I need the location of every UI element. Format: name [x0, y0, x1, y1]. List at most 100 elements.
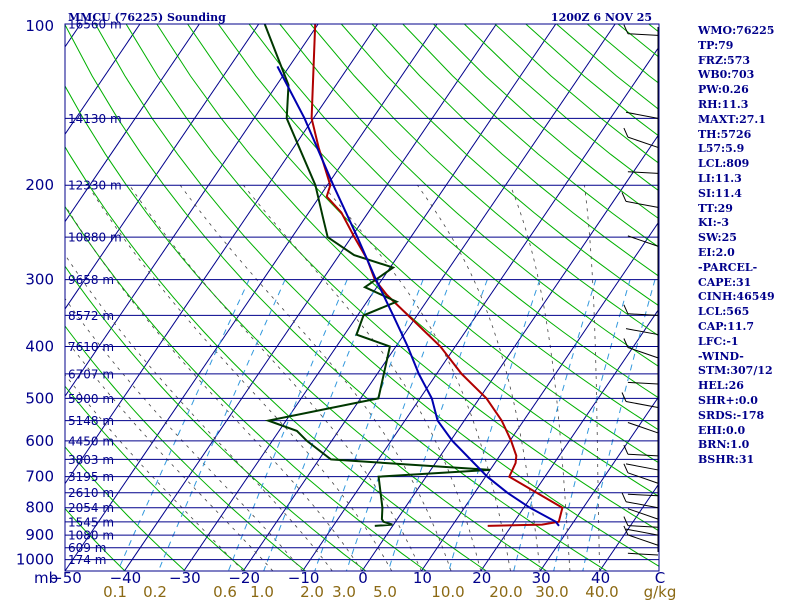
mixing-ratio-label: 20.0	[489, 583, 522, 600]
wind-barb-flag	[623, 304, 629, 315]
index-item: MAXT:27.1	[698, 112, 766, 126]
wind-barb	[625, 111, 659, 119]
chart-datetime: 1200Z 6 NOV 25	[551, 11, 652, 24]
temperature-tick-label: −50	[50, 569, 82, 587]
dry-adiabat	[65, 446, 186, 571]
chart-title: MMCU (76225) Sounding	[68, 11, 226, 24]
mixing-ratio-label: 1.0	[250, 583, 274, 600]
wind-barb	[627, 381, 659, 385]
wind-barb-flag	[623, 516, 629, 526]
dry-adiabat	[187, 24, 659, 464]
index-item: EI:2.0	[698, 245, 735, 259]
pressure-tick-label: 200	[25, 176, 54, 194]
height-label: 3195 m	[68, 470, 114, 484]
mixing-ratio-label: 30.0	[535, 583, 568, 600]
height-label: 1080 m	[68, 529, 114, 543]
index-item: FRZ:573	[698, 53, 751, 67]
wind-barb	[627, 508, 659, 520]
pressure-tick-label: 400	[25, 338, 54, 356]
index-item: SI:11.4	[698, 186, 742, 200]
height-label: 6707 m	[68, 367, 114, 381]
mixing-ratio-label: 5.0	[373, 583, 397, 600]
pressure-tick-label: 600	[25, 432, 54, 450]
pressure-tick-label: 800	[25, 499, 54, 517]
mixing-ratio-line	[513, 279, 597, 571]
mixing-ratio-label: g/kg	[644, 583, 677, 600]
index-item: CAPE:31	[698, 275, 752, 289]
height-label: 609 m	[68, 541, 106, 555]
mixing-ratio-line	[345, 279, 452, 571]
height-label: 16560 m	[68, 18, 122, 32]
wind-barb-flag	[621, 392, 627, 402]
index-item: -WIND-	[698, 349, 744, 363]
mixing-ratio-label: 40.0	[585, 583, 618, 600]
wind-barb-flag	[621, 192, 627, 202]
wind-barb	[627, 493, 659, 497]
wind-barb	[627, 136, 659, 148]
wind-barb	[627, 313, 659, 316]
pressure-tick-label: 300	[25, 271, 54, 289]
moist-adiabat	[65, 254, 333, 571]
mixing-ratio-line	[314, 279, 424, 571]
wind-barb	[627, 534, 659, 546]
mixing-ratio-label: 10.0	[431, 583, 464, 600]
isotherm-line	[65, 24, 141, 136]
height-label: 5148 m	[68, 414, 114, 428]
isotherm-line	[242, 24, 616, 571]
wind-barb	[627, 525, 659, 528]
temperature-tick-label: −20	[228, 569, 260, 587]
temperature-profile	[310, 24, 564, 527]
wind-barb	[627, 171, 659, 174]
mixing-ratio-label: 0.6	[213, 583, 237, 600]
dry-adiabat	[65, 205, 427, 571]
chart-grid	[65, 24, 659, 571]
moist-adiabat	[65, 204, 363, 571]
mixing-ratio-line	[157, 279, 286, 571]
dry-adiabat	[402, 24, 659, 248]
wind-barb	[625, 501, 659, 509]
wind-barb	[627, 422, 659, 434]
stability-indices-list: WMO:76225 TP:79 FRZ:573 WB0:703 PW:0.26 RH:11…	[698, 24, 798, 468]
temperature-tick-label: C	[655, 569, 665, 587]
isotherm-line	[302, 45, 659, 571]
index-item: BRN:1.0	[698, 438, 750, 452]
wind-barb	[627, 552, 659, 556]
wind-barb-flag	[623, 444, 629, 455]
index-item: LCL:809	[698, 157, 750, 171]
index-item: CINH:46549	[698, 290, 775, 304]
height-label: 1545 m	[68, 515, 114, 529]
index-item: TP:79	[698, 38, 734, 52]
isotherm-line	[183, 24, 557, 571]
mixing-ratio-line	[263, 279, 379, 571]
dry-adiabat	[65, 145, 487, 571]
sounding-profiles	[263, 24, 564, 527]
height-label: 4450 m	[68, 434, 114, 448]
pressure-tick-label: 100	[25, 17, 54, 35]
wind-barb	[625, 328, 659, 336]
index-item: LCL:565	[698, 305, 750, 319]
mixing-ratio-line	[117, 279, 250, 571]
dry-adiabat	[248, 24, 659, 399]
dry-adiabat	[279, 24, 659, 368]
index-item: RH:11.3	[698, 97, 749, 111]
temperature-tick-label: −10	[288, 569, 320, 587]
wind-barb	[627, 347, 659, 359]
dry-adiabat	[65, 385, 246, 571]
dry-adiabat	[340, 24, 659, 307]
index-item: LFC:-1	[698, 334, 739, 348]
dry-adiabat	[310, 24, 659, 337]
moist-adiabat	[243, 184, 482, 571]
wind-barb-flag	[623, 24, 629, 34]
pressure-tick-label: 900	[25, 526, 54, 544]
pressure-unit-label: mb	[34, 569, 58, 587]
wind-barb-flag	[623, 127, 629, 138]
moist-adiabat	[179, 184, 452, 571]
pressure-tick-label: 700	[25, 468, 54, 486]
mixing-ratio-line	[387, 279, 488, 571]
index-item: WB0:703	[698, 68, 755, 82]
dry-adiabat	[94, 24, 659, 567]
wind-barb	[627, 472, 659, 484]
wind-barb-flag	[623, 525, 629, 536]
